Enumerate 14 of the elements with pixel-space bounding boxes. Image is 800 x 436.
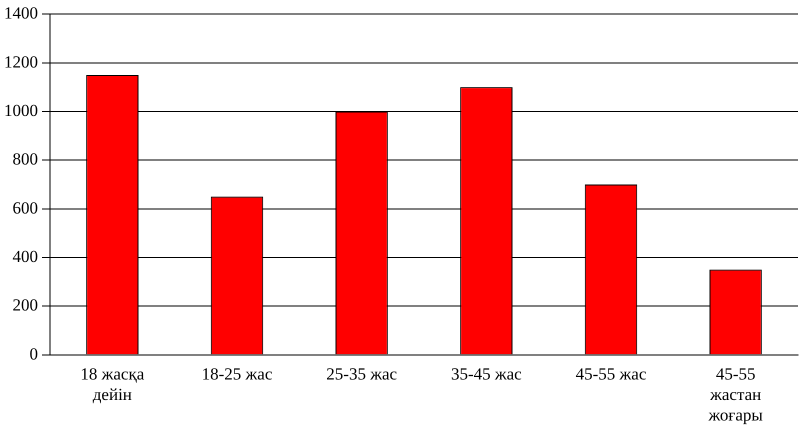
- y-tick-label: 0: [30, 344, 38, 364]
- y-tick-label: 1200: [4, 52, 38, 72]
- x-tick-label: 18-25 жас: [202, 364, 273, 384]
- y-tick-label: 400: [12, 246, 38, 266]
- x-tick-label: 25-35 жас: [326, 364, 398, 384]
- x-tick-label: 45-55 жас: [576, 364, 647, 384]
- x-tick-label: 18 жасқа дейін: [80, 364, 145, 404]
- x-tick-label: 35-45 жас: [450, 364, 522, 384]
- y-tick-label: 1000: [4, 100, 38, 120]
- y-tick-label: 200: [12, 296, 38, 315]
- x-tick-label: 45-55 жастан жоғары: [708, 364, 764, 424]
- y-tick-label: 600: [12, 198, 38, 218]
- y-tick-label: 800: [12, 150, 38, 169]
- y-tick-label: 1400: [4, 4, 38, 23]
